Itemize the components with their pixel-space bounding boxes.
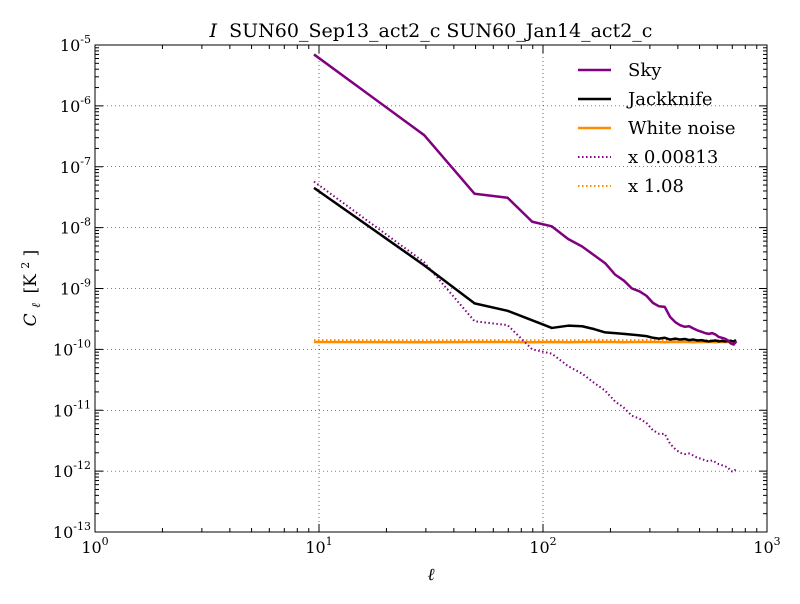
y-tick-label: 10-5 [60, 33, 91, 55]
y-tick-label: 10-12 [53, 459, 91, 481]
y-label-symbol: C [21, 313, 41, 326]
x-tick-label: 103 [753, 535, 780, 557]
legend-entry: White noise [578, 118, 736, 139]
title-symbol: I [209, 20, 218, 42]
legend-label: Jackknife [626, 89, 713, 110]
legend-entry: x 0.00813 [578, 147, 718, 168]
y-tick-label: 10-10 [53, 337, 91, 359]
x-tick-label: 102 [529, 535, 556, 557]
y-tick-label: 10-9 [60, 277, 91, 299]
legend-label: x 1.08 [628, 176, 684, 197]
legend-label: White noise [628, 118, 736, 139]
chart-title: I SUN60_Sep13_act2_c SUN60_Jan14_act2_c [209, 20, 653, 42]
y-tick-label: 10-8 [60, 216, 91, 238]
y-tick-label: 10-7 [60, 155, 91, 177]
y-label-subscript: ℓ [29, 303, 43, 308]
y-label-unit-end: ] [21, 250, 41, 257]
title-text: SUN60_Sep13_act2_c SUN60_Jan14_act2_c [229, 20, 652, 42]
y-label-unit: [K [21, 274, 41, 294]
y-tick-label: 10-6 [60, 94, 91, 116]
y-label-unit-sup: 2 [19, 262, 32, 269]
legend-entry: Jackknife [578, 89, 713, 110]
x-axis-label: ℓ [427, 565, 434, 585]
series-line-x-0-00813 [314, 182, 736, 472]
y-tick-label: 10-11 [53, 398, 91, 420]
legend: Sky Jackknife White noise x 0.00813 x 1.08 [578, 60, 736, 197]
legend-label: Sky [628, 60, 662, 81]
legend-entry: x 1.08 [578, 176, 684, 197]
x-tick-label: 101 [305, 535, 332, 557]
legend-label: x 0.00813 [628, 147, 718, 168]
legend-entry: Sky [578, 60, 662, 81]
x-tick-label: 100 [81, 535, 108, 557]
series-layer [314, 54, 736, 471]
y-axis-label: C ℓ [K 2 ] [14, 250, 45, 327]
